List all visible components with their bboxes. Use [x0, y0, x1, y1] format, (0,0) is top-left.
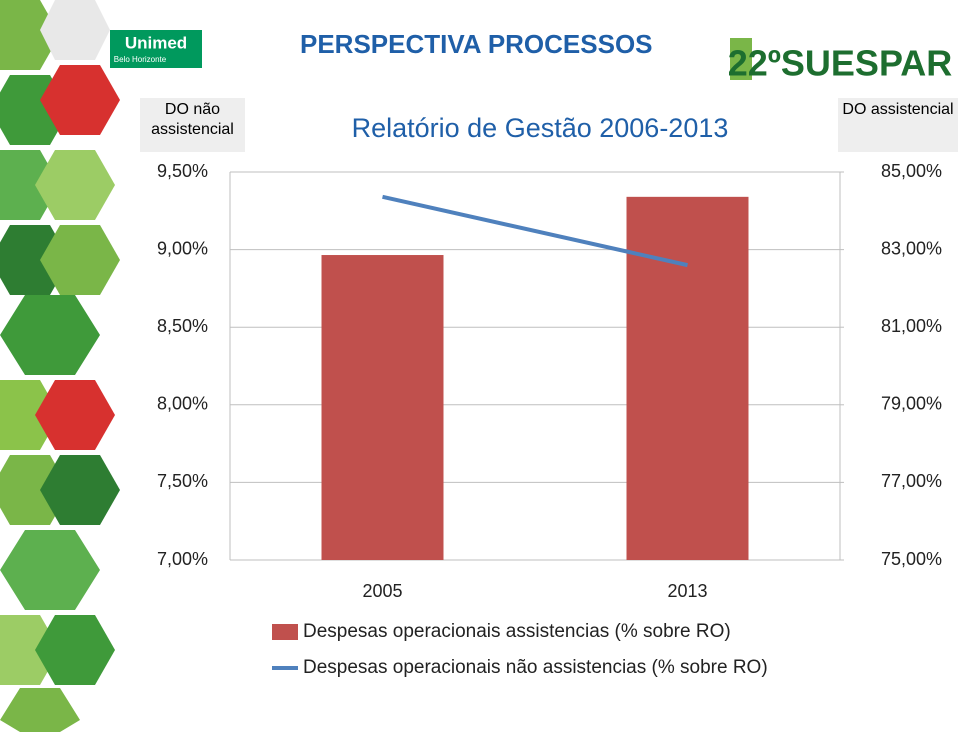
y2-axis-title-box: DO assistencial	[842, 101, 954, 118]
y2-tick-label: 81,00%	[881, 316, 942, 336]
logo-subtext: Belo Horizonte	[114, 55, 167, 64]
legend-swatch	[272, 624, 298, 640]
y-tick-label: 8,00%	[157, 394, 208, 414]
x-tick-label: 2013	[667, 581, 707, 601]
bar	[321, 255, 444, 561]
y-axis-title: DO não assistencial	[151, 101, 234, 138]
y-tick-label: 7,00%	[157, 549, 208, 569]
y2-tick-label: 77,00%	[881, 471, 942, 491]
y2-tick-label: 79,00%	[881, 394, 942, 414]
y2-tick-label: 85,00%	[881, 161, 942, 181]
chart-title: Relatório de Gestão 2006-2013	[352, 113, 729, 143]
y-tick-label: 7,50%	[157, 471, 208, 491]
y2-tick-label: 75,00%	[881, 549, 942, 569]
logo-text: Unimed	[125, 33, 187, 52]
y-axis-title-box: DO não assistencial	[151, 101, 234, 138]
logo-text: 22ºSUESPAR	[728, 43, 953, 84]
y-tick-label: 9,00%	[157, 238, 208, 258]
bar	[626, 196, 749, 560]
y2-tick-label: 83,00%	[881, 238, 942, 258]
line	[382, 194, 688, 268]
x-tick-label: 2005	[362, 581, 402, 601]
legend-label: Despesas operacionais assistencias (% so…	[303, 621, 731, 642]
heading: PERSPECTIVA PROCESSOS	[300, 29, 653, 59]
y2-axis-title: DO assistencial	[842, 101, 954, 118]
legend-label: Despesas operacionais não assistencias (…	[303, 657, 768, 678]
y-tick-label: 8,50%	[157, 316, 208, 336]
y-tick-label: 9,50%	[157, 161, 208, 181]
